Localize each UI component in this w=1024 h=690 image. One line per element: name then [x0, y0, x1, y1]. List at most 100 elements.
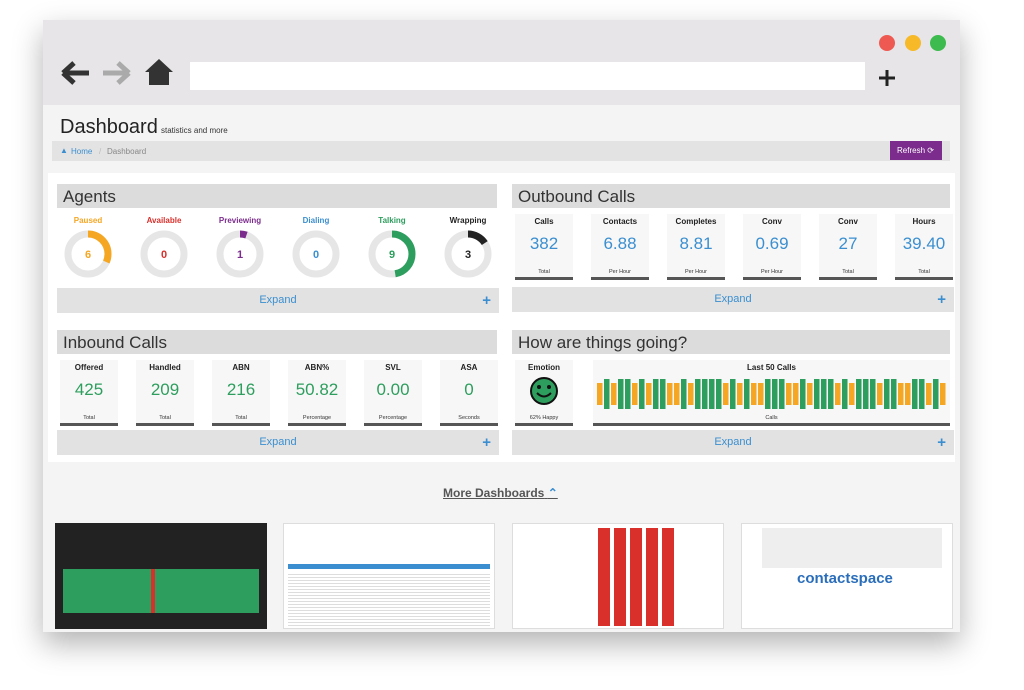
call-bar	[814, 379, 820, 409]
donut: 3	[444, 230, 492, 278]
expand-icon: +	[937, 434, 946, 451]
calls-strip	[597, 379, 946, 409]
page-subtitle: statistics and more	[161, 126, 228, 135]
panel-header: Agents	[57, 184, 497, 208]
call-bar	[786, 383, 792, 405]
stat-card: Completes 8.81 Per Hour	[667, 214, 725, 280]
expand-bar[interactable]: Expand +	[57, 288, 499, 313]
agent-label: Previewing	[218, 216, 262, 225]
stat-value: 50.82	[295, 380, 339, 399]
call-bar	[688, 383, 694, 405]
minimize-dot[interactable]	[905, 35, 921, 51]
address-bar[interactable]	[190, 62, 865, 90]
panel-header: Outbound Calls	[512, 184, 950, 208]
agent-label: Dialing	[302, 216, 330, 225]
call-bar	[891, 379, 897, 409]
emotion-caption: 62% Happy	[529, 415, 559, 421]
donut-arc	[444, 230, 492, 278]
breadcrumb: Home ▲ / Dashboard	[52, 141, 950, 161]
agent-label: Available	[146, 216, 182, 225]
new-tab-button[interactable]	[879, 70, 895, 86]
call-bar	[800, 379, 806, 409]
call-bar	[667, 383, 673, 405]
thumb-grid[interactable]	[512, 523, 724, 629]
stat-unit: Total	[842, 269, 854, 275]
call-bar	[856, 379, 862, 409]
call-bar	[751, 383, 757, 405]
smiley-face	[530, 377, 558, 405]
emotion-label: Emotion	[528, 363, 560, 372]
page-title: Dashboard	[60, 116, 158, 138]
expand-label: Expand	[259, 436, 297, 448]
call-bar	[779, 379, 785, 409]
call-bar	[898, 383, 904, 405]
thumb-rows	[288, 572, 490, 626]
stat-label: Conv	[762, 217, 782, 226]
call-bar	[653, 379, 659, 409]
expand-bar[interactable]: Expand +	[512, 287, 954, 312]
back-button[interactable]	[61, 61, 89, 85]
home-icon: ▲	[60, 146, 68, 155]
maximize-dot[interactable]	[930, 35, 946, 51]
call-bar	[730, 379, 736, 409]
calls-label: Last 50 Calls	[747, 363, 796, 372]
call-bar	[618, 379, 624, 409]
stat-unit: Seconds	[458, 415, 480, 421]
stat-label: Contacts	[602, 217, 638, 226]
stat-value: 425	[74, 380, 104, 399]
stat-card: ABN% 50.82 Percentage	[288, 360, 346, 426]
calls-caption: Calls	[765, 415, 778, 421]
agent-label: Paused	[73, 216, 103, 225]
donut-track	[292, 230, 340, 278]
stat-value: 6.88	[603, 234, 637, 253]
close-dot[interactable]	[879, 35, 895, 51]
call-bar	[744, 379, 750, 409]
stat-label: Completes	[675, 217, 717, 226]
call-bar	[849, 383, 855, 405]
expand-bar[interactable]: Expand +	[57, 430, 499, 455]
thumb-chart[interactable]: contactspace	[741, 523, 953, 629]
call-bar	[646, 383, 652, 405]
donut-value: 6	[85, 249, 91, 261]
call-bar	[912, 379, 918, 409]
call-bar	[695, 379, 701, 409]
call-bar	[660, 379, 666, 409]
call-bar	[709, 379, 715, 409]
refresh-button[interactable]: Refresh ⟳	[890, 141, 942, 160]
stat-unit: Per Hour	[684, 269, 707, 275]
breadcrumb-home[interactable]: Home	[71, 147, 93, 156]
call-bar	[758, 383, 764, 405]
stat-unit: Total	[918, 269, 930, 275]
call-bar	[674, 383, 680, 405]
call-bar	[681, 379, 687, 409]
more-label: More Dashboards	[443, 486, 545, 500]
donut: 0	[140, 230, 188, 278]
expand-bar[interactable]: Expand +	[512, 430, 954, 455]
stat-unit: Total	[159, 415, 171, 421]
stat-unit: Per Hour	[608, 269, 631, 275]
stat-label: Calls	[534, 217, 554, 226]
home-button[interactable]	[145, 59, 173, 85]
thumb-table[interactable]	[283, 523, 495, 629]
forward-button[interactable]	[103, 61, 131, 85]
stat-label: Hours	[912, 217, 936, 226]
stat-value: 0.69	[755, 234, 789, 253]
thumb-bar	[288, 564, 490, 569]
call-bar	[870, 379, 876, 409]
smiley-eye	[537, 385, 541, 389]
stat-card: ASA 0 Seconds	[440, 360, 498, 426]
call-bar	[842, 379, 848, 409]
stat-card: Hours 39.40 Total	[895, 214, 953, 280]
donut-value: 0	[313, 249, 319, 261]
more-dashboards-link[interactable]: More Dashboards ⌃	[443, 486, 558, 500]
agent-label: Wrapping	[449, 216, 487, 225]
donut-arc	[368, 230, 416, 278]
donut-value: 0	[161, 249, 167, 261]
stat-value: 0	[464, 380, 474, 399]
thumb-dark[interactable]	[55, 523, 267, 629]
stat-value: 209	[150, 380, 180, 399]
call-bar	[905, 383, 911, 405]
stat-label: ABN	[232, 363, 250, 372]
donut-value: 9	[389, 249, 395, 261]
stat-unit: Total	[538, 269, 550, 275]
